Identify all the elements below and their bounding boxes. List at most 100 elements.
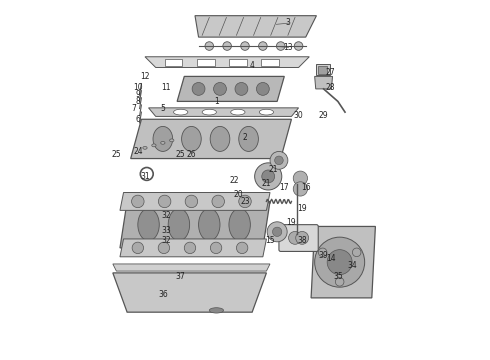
Text: 21: 21 (262, 179, 271, 188)
Circle shape (272, 227, 282, 237)
Circle shape (256, 82, 270, 95)
Text: 17: 17 (279, 183, 289, 192)
Ellipse shape (161, 141, 165, 144)
Ellipse shape (173, 109, 188, 115)
FancyBboxPatch shape (279, 225, 318, 251)
Text: 10: 10 (133, 83, 143, 92)
Text: 21: 21 (269, 165, 278, 174)
Text: 35: 35 (333, 272, 343, 281)
Circle shape (255, 163, 282, 190)
Ellipse shape (231, 109, 245, 115)
Polygon shape (261, 59, 279, 66)
Text: 25: 25 (176, 150, 186, 159)
Text: 33: 33 (162, 225, 172, 234)
Ellipse shape (185, 195, 197, 208)
Text: 37: 37 (176, 272, 186, 281)
Text: 29: 29 (319, 111, 328, 120)
Polygon shape (229, 59, 247, 66)
Polygon shape (120, 239, 267, 257)
Ellipse shape (212, 195, 224, 208)
Text: 12: 12 (140, 72, 150, 81)
Ellipse shape (132, 242, 144, 253)
Text: 19: 19 (287, 219, 296, 228)
Ellipse shape (259, 109, 273, 115)
Polygon shape (195, 16, 317, 37)
Circle shape (275, 156, 283, 165)
Text: 15: 15 (265, 236, 275, 245)
Text: 5: 5 (160, 104, 165, 113)
Polygon shape (113, 264, 270, 271)
Circle shape (318, 248, 327, 257)
Ellipse shape (229, 208, 250, 241)
Text: 38: 38 (297, 236, 307, 245)
Text: 25: 25 (112, 150, 121, 159)
Ellipse shape (158, 195, 171, 208)
Polygon shape (131, 119, 292, 158)
Polygon shape (311, 226, 375, 298)
Polygon shape (120, 202, 270, 248)
Ellipse shape (239, 195, 251, 208)
Text: 1: 1 (214, 97, 219, 106)
Circle shape (259, 42, 267, 50)
Ellipse shape (152, 144, 156, 147)
Text: 14: 14 (326, 254, 336, 263)
Ellipse shape (202, 109, 217, 115)
Circle shape (214, 82, 226, 95)
Text: 34: 34 (347, 261, 357, 270)
Text: 9: 9 (135, 90, 140, 99)
Text: 13: 13 (283, 43, 293, 52)
Ellipse shape (210, 242, 222, 253)
Ellipse shape (239, 126, 258, 152)
Circle shape (223, 42, 231, 50)
Polygon shape (177, 76, 284, 102)
Ellipse shape (209, 308, 223, 313)
Text: 32: 32 (162, 211, 171, 220)
Ellipse shape (168, 208, 190, 241)
Circle shape (205, 42, 214, 50)
Text: 22: 22 (229, 176, 239, 185)
Circle shape (315, 237, 365, 287)
Circle shape (241, 42, 249, 50)
Text: 16: 16 (301, 183, 311, 192)
Polygon shape (165, 59, 182, 66)
Text: 36: 36 (158, 290, 168, 299)
Text: 19: 19 (297, 204, 307, 213)
Ellipse shape (184, 242, 196, 253)
Polygon shape (315, 76, 333, 89)
Text: 20: 20 (233, 190, 243, 199)
Polygon shape (148, 108, 298, 116)
Circle shape (192, 82, 205, 95)
Circle shape (289, 231, 301, 244)
Text: 6: 6 (135, 115, 140, 124)
Circle shape (276, 42, 285, 50)
Text: 2: 2 (243, 132, 247, 141)
Ellipse shape (210, 126, 230, 152)
Circle shape (335, 278, 344, 286)
Text: 7: 7 (132, 104, 137, 113)
Circle shape (235, 82, 248, 95)
Circle shape (294, 42, 303, 50)
Text: 23: 23 (240, 197, 250, 206)
Ellipse shape (132, 195, 144, 208)
Text: 28: 28 (326, 83, 336, 92)
Text: 27: 27 (326, 68, 336, 77)
Circle shape (270, 152, 288, 169)
Text: 31: 31 (140, 172, 150, 181)
Text: 30: 30 (294, 111, 303, 120)
Circle shape (267, 222, 287, 242)
Circle shape (293, 171, 308, 185)
Polygon shape (113, 273, 267, 312)
FancyBboxPatch shape (316, 64, 330, 75)
Ellipse shape (158, 242, 170, 253)
Text: 8: 8 (135, 97, 140, 106)
Text: 26: 26 (187, 150, 196, 159)
Polygon shape (197, 59, 215, 66)
Ellipse shape (143, 147, 147, 149)
Polygon shape (120, 193, 270, 210)
Ellipse shape (138, 208, 159, 241)
Polygon shape (145, 57, 309, 67)
Text: 4: 4 (250, 61, 255, 70)
Circle shape (352, 248, 361, 257)
Circle shape (327, 249, 352, 275)
Text: 39: 39 (318, 251, 328, 260)
